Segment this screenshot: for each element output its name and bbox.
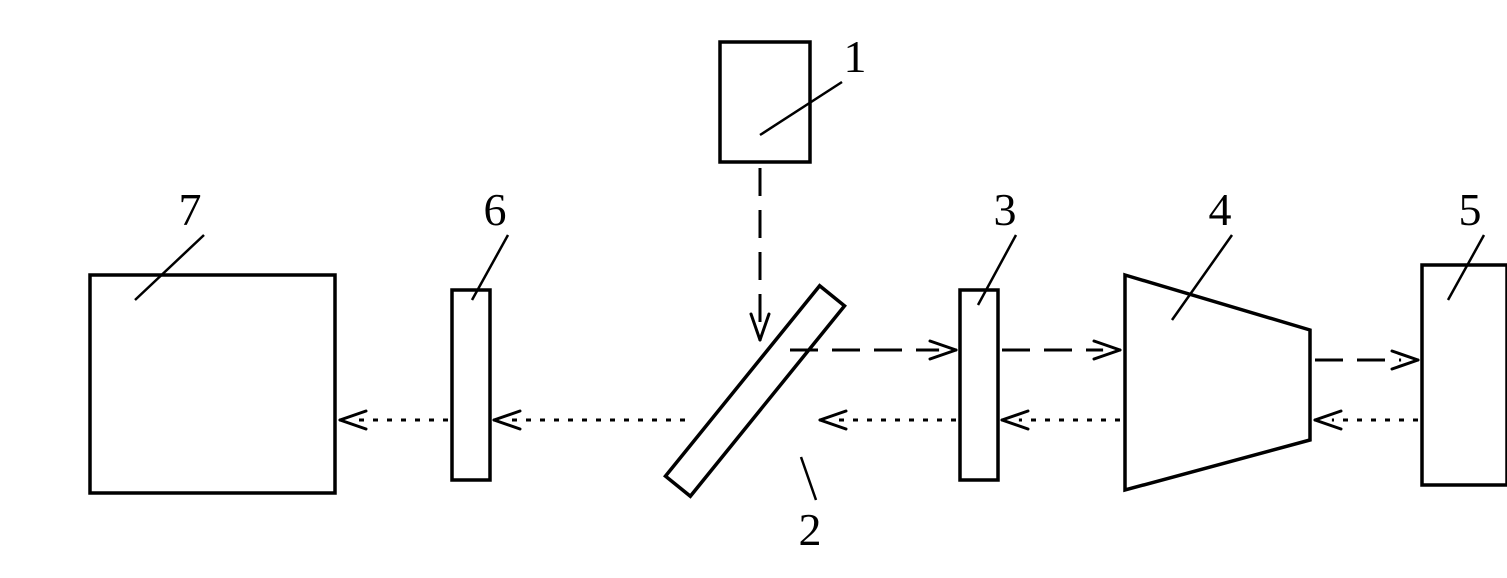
arrow-a_5_to_4l (1315, 411, 1418, 429)
component-7 (90, 275, 335, 493)
label-5: 5 (1459, 184, 1482, 235)
arrow-a_4_to_3l (1002, 411, 1120, 429)
leader-1 (760, 82, 842, 135)
label-7: 7 (179, 184, 202, 235)
leader-7 (135, 235, 204, 300)
component-2-mirror (665, 286, 844, 497)
component-3 (960, 290, 998, 480)
arrow-a_2_to_6l (494, 411, 685, 429)
leader-4 (1172, 235, 1232, 320)
label-4: 4 (1209, 184, 1232, 235)
component-6 (452, 290, 490, 480)
component-1 (720, 42, 810, 162)
label-6: 6 (484, 184, 507, 235)
arrow-a_4_to_5u (1315, 351, 1418, 369)
leader-2 (801, 457, 816, 500)
arrow-a_6_to_7l (340, 411, 448, 429)
arrow-a_1_to_2 (751, 168, 769, 340)
leader-5 (1448, 235, 1484, 300)
label-2: 2 (799, 504, 822, 555)
arrow-a_3_to_4u (1002, 341, 1120, 359)
component-5 (1422, 265, 1507, 485)
arrow-a_3_to_2l (820, 411, 956, 429)
label-1: 1 (844, 31, 867, 82)
component-4 (1125, 275, 1310, 490)
label-3: 3 (994, 184, 1017, 235)
